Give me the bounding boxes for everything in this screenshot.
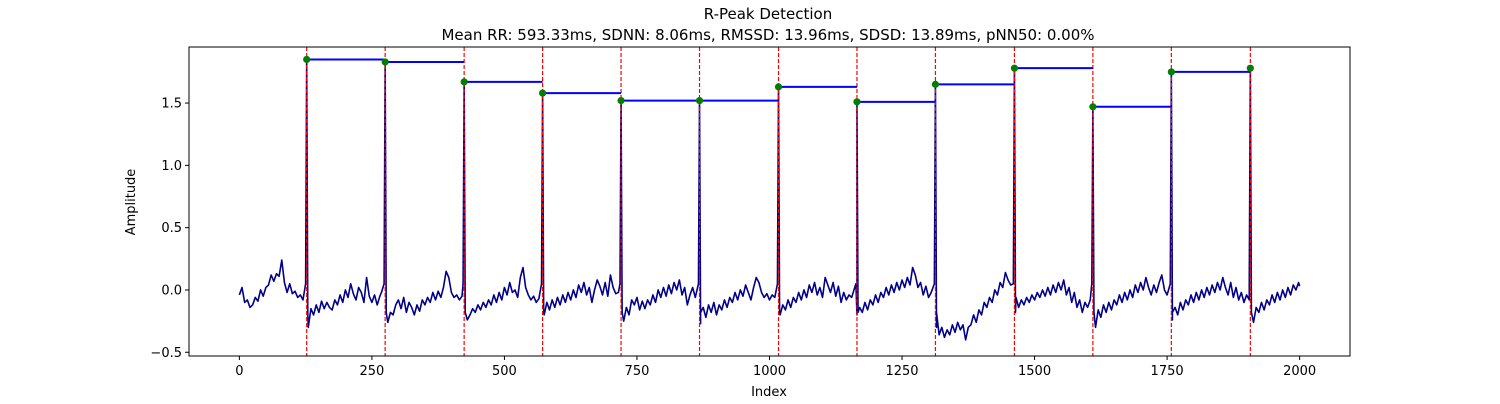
x-tick-label: 1500: [1018, 364, 1051, 379]
plot-area: [238, 47, 1301, 356]
y-tick-label: −0.5: [150, 346, 182, 361]
x-axis-ticks: 0 250 500 750 1000 1250 1500 1750 2000: [235, 356, 1316, 379]
y-tick-label: 1.0: [161, 159, 182, 174]
chart-subtitle: Mean RR: 593.33ms, SDNN: 8.06ms, RMSSD: …: [441, 26, 1094, 44]
chart-title: R-Peak Detection: [704, 5, 832, 23]
x-tick-label: 0: [235, 364, 243, 379]
y-axis-label: Amplitude: [124, 169, 139, 236]
x-tick-label: 750: [625, 364, 650, 379]
y-tick-label: 0.0: [161, 283, 182, 298]
x-tick-label: 1000: [753, 364, 786, 379]
r-peak-point: [381, 58, 389, 66]
r-peak-point: [1089, 103, 1097, 111]
y-tick-label: 1.5: [161, 97, 182, 112]
x-axis-label: Index: [751, 385, 787, 400]
x-tick-label: 2000: [1283, 364, 1316, 379]
r-peak-point: [1246, 64, 1254, 72]
x-tick-label: 1750: [1151, 364, 1184, 379]
r-peak-point: [1010, 64, 1019, 72]
r-peak-point: [303, 55, 311, 64]
y-axis-ticks: −0.5 0.0 0.5 1.0 1.5: [150, 97, 189, 361]
r-peak-point: [460, 78, 468, 86]
r-peak-point: [853, 98, 861, 106]
r-peak-point: [1167, 68, 1175, 76]
r-peak-point: [774, 83, 783, 91]
r-peak-point: [695, 96, 704, 105]
x-tick-label: 1250: [885, 364, 918, 379]
r-peak-point: [931, 80, 940, 88]
r-peak-point: [539, 89, 547, 97]
r-peak-point: [617, 96, 625, 105]
x-tick-label: 250: [359, 364, 384, 379]
ecg-signal-line: [238, 58, 1301, 341]
y-tick-label: 0.5: [161, 221, 182, 236]
x-tick-label: 500: [492, 364, 517, 379]
